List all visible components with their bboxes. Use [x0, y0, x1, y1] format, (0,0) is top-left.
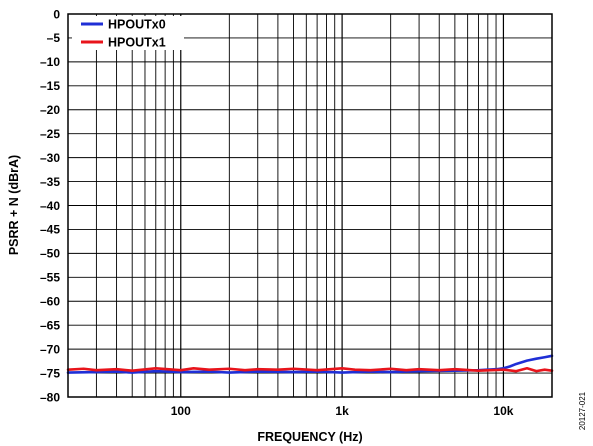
legend-label-hpoutx0: HPOUTx0 [108, 18, 166, 32]
series-line-hpoutx1 [66, 366, 554, 373]
legend-label-hpoutx1: HPOUTx1 [108, 36, 166, 50]
y-tick-label: –40 [40, 199, 60, 213]
figure-id: 20127-021 [578, 391, 587, 430]
legend-box [72, 16, 184, 50]
plot-frame [67, 13, 553, 398]
y-tick-label: –30 [40, 151, 60, 165]
y-tick-label: 0 [53, 7, 60, 21]
grid [68, 14, 552, 397]
y-tick-label: –15 [40, 79, 60, 93]
y-tick-label: –60 [40, 295, 60, 309]
y-tick-label: –5 [47, 31, 61, 45]
x-axis-title: FREQUENCY (Hz) [257, 430, 362, 444]
legend: HPOUTx0 HPOUTx1 [72, 16, 184, 50]
y-tick-label: –20 [40, 103, 60, 117]
y-tick-label: –35 [40, 175, 60, 189]
x-tick-label: 1k [335, 404, 349, 418]
y-tick-label: –45 [40, 223, 60, 237]
y-tick-label: –65 [40, 318, 60, 332]
y-tick-label: –25 [40, 127, 60, 141]
y-axis-ticks: 0 –5 –10 –15 –20 –25 –30 –35 –40 –45 –50 –55 –60 –65 –… [40, 7, 60, 404]
series-line-hpoutx0 [66, 354, 554, 374]
x-tick-label: 100 [171, 404, 191, 418]
x-axis-ticks: 100 1k 10k [171, 404, 514, 418]
y-axis-title: PSRR + N (dBrA) [7, 155, 21, 255]
y-tick-label: –80 [40, 390, 60, 404]
y-tick-label: –50 [40, 247, 60, 261]
data-series [66, 354, 554, 374]
y-tick-label: –70 [40, 342, 60, 356]
y-tick-label: –75 [40, 366, 60, 380]
y-tick-label: –10 [40, 55, 60, 69]
y-tick-label: –55 [40, 271, 60, 285]
x-tick-label: 10k [493, 404, 513, 418]
